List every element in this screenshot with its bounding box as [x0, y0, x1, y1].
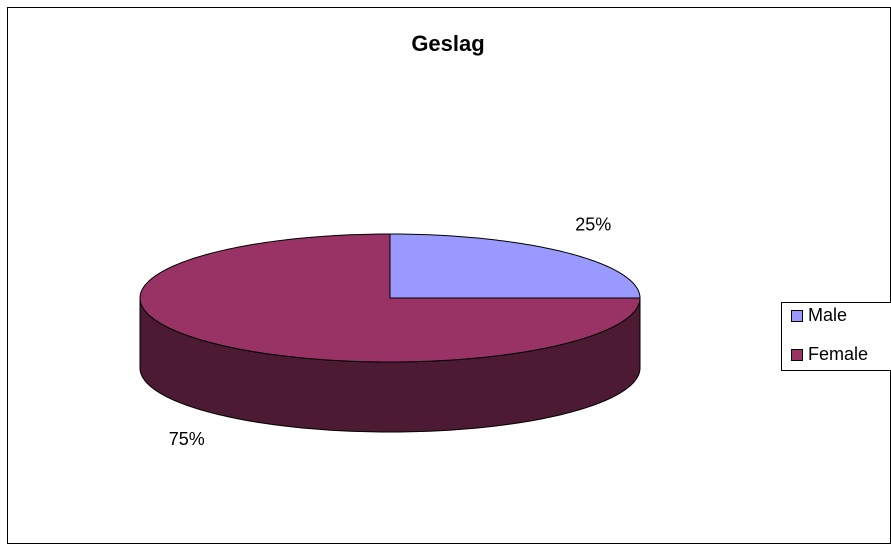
legend-swatch — [791, 310, 803, 322]
legend: Male Female — [781, 302, 891, 371]
pie-slice — [389, 233, 641, 299]
data-label: 25% — [575, 214, 611, 234]
pie-slice — [139, 233, 641, 363]
data-label: 75% — [169, 429, 205, 449]
legend-label: Male — [808, 305, 847, 325]
legend-label: Female — [808, 344, 868, 364]
chart-title: Geslag — [411, 31, 484, 56]
legend-swatch — [791, 349, 803, 361]
